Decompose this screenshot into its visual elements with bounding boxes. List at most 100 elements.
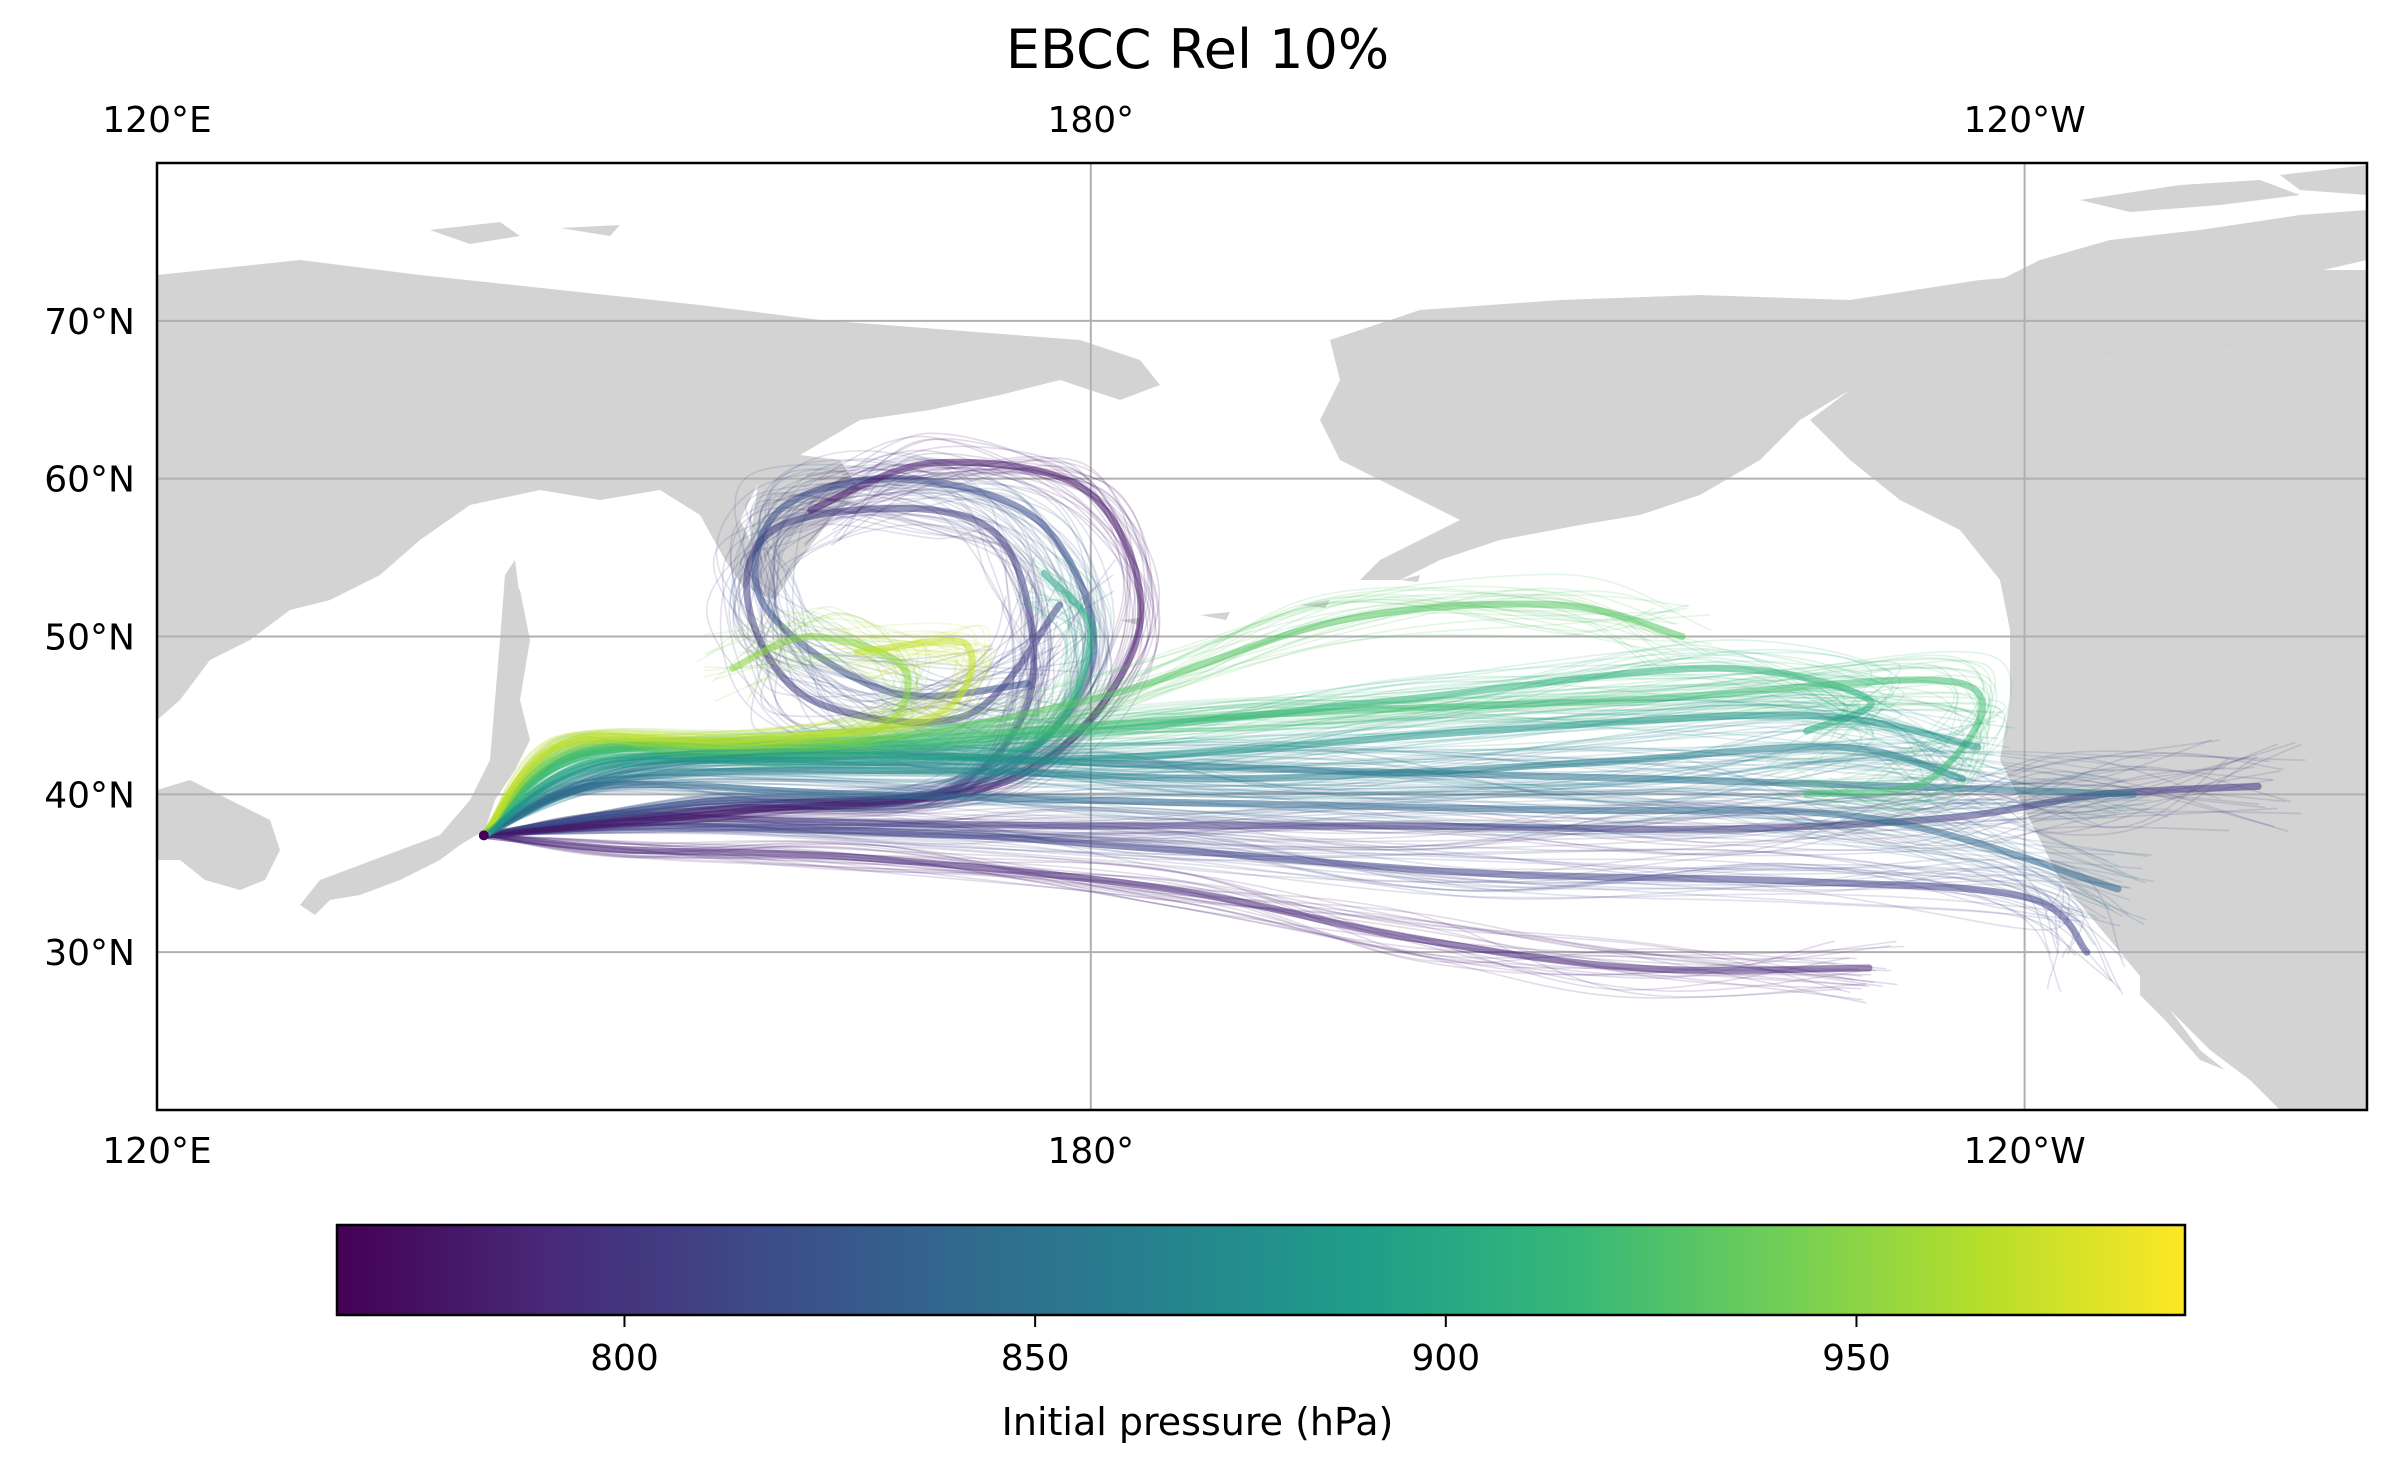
trajectory-line	[483, 654, 922, 837]
trajectory-line	[483, 701, 1964, 837]
trajectory-line	[483, 774, 2145, 925]
trajectory-line	[483, 834, 1898, 986]
trajectory-line	[483, 665, 1979, 837]
trajectory-core	[480, 782, 2262, 839]
trajectory-line	[483, 791, 2147, 921]
trajectory-line	[483, 621, 897, 837]
trajectory-line	[483, 651, 991, 837]
trajectory-line	[483, 610, 906, 837]
lat-tick-label: 50°N	[44, 618, 135, 659]
trajectory-line	[483, 828, 2059, 954]
trajectory-line	[483, 728, 1998, 837]
trajectory-line	[483, 467, 1125, 837]
trajectory-line	[483, 777, 2088, 918]
lat-tick-label: 30°N	[44, 933, 135, 974]
trajectory-line	[483, 487, 1043, 837]
trajectory-line	[483, 598, 1079, 837]
trajectory-line	[483, 693, 1981, 837]
trajectory-line	[483, 823, 2075, 959]
lat-tick-label: 70°N	[44, 302, 135, 343]
trajectory-bundle	[480, 543, 1112, 839]
trajectory-bundle	[480, 773, 2155, 925]
trajectory-line	[483, 724, 1977, 837]
trajectory-line	[483, 759, 1967, 837]
lon-tick-label-top: 120°W	[1963, 100, 2085, 141]
trajectory-line	[483, 834, 1857, 960]
trajectory-bundle	[480, 831, 1905, 1004]
land-korea	[157, 780, 280, 890]
trajectory-line	[483, 831, 2072, 931]
trajectory-line	[483, 834, 1859, 977]
map-frame	[155, 161, 2369, 1112]
trajectory-bundle	[480, 816, 2129, 995]
trajectory-line	[483, 834, 1897, 976]
trajectory-line	[483, 747, 1941, 837]
trajectory-line	[483, 834, 1861, 992]
trajectory-line	[483, 827, 2059, 946]
colorbar-label: Initial pressure (hPa)	[1001, 1400, 1394, 1444]
trajectory-bundle	[480, 682, 2014, 839]
trajectory-line	[483, 816, 2124, 995]
trajectory-line	[483, 631, 976, 837]
land-kamchatka	[750, 455, 860, 600]
trajectory-line	[483, 776, 2155, 883]
land-layer	[157, 165, 2367, 1110]
trajectory-line	[483, 634, 959, 837]
trajectory-line	[483, 649, 973, 837]
trajectory-line	[483, 438, 1160, 837]
trajectory-line	[483, 828, 2051, 955]
land-siberian-islands	[430, 222, 620, 244]
lon-tick-label-bottom: 180°	[1047, 1131, 1134, 1172]
trajectory-line	[483, 467, 1144, 837]
trajectory-line	[483, 432, 1161, 837]
lon-tick-label-bottom: 120°W	[1963, 1131, 2085, 1172]
trajectory-line	[483, 466, 1137, 837]
colorbar-ticks: 800 850 900 950	[590, 1315, 1891, 1379]
trajectory-line	[483, 611, 908, 837]
trajectory-line	[483, 468, 1104, 837]
trajectory-core	[480, 637, 976, 839]
trajectory-line	[483, 834, 1862, 990]
land-arctic-islands	[1960, 165, 2367, 300]
land-asia-north	[157, 260, 1160, 720]
trajectory-line	[483, 834, 1883, 987]
trajectory-line	[483, 763, 2122, 837]
trajectory-bundle	[480, 622, 996, 839]
longitude-labels-top: 120°E 180° 120°W	[102, 100, 2085, 141]
trajectory-line	[483, 786, 2132, 889]
land-japan	[300, 575, 530, 915]
trajectory-core	[480, 831, 1873, 974]
trajectory-line	[483, 692, 1980, 837]
trajectory-line	[483, 757, 1956, 837]
trajectory-line	[483, 455, 1127, 837]
trajectory-line	[483, 505, 1110, 837]
trajectory-line	[483, 682, 1992, 837]
trajectory-line	[483, 829, 2062, 992]
trajectory-core	[480, 711, 1982, 839]
trajectory-line	[483, 699, 1967, 837]
trajectory-line	[483, 787, 2123, 883]
lat-tick-label: 60°N	[44, 460, 135, 501]
trajectory-line	[483, 827, 2065, 927]
lon-tick-label-bottom: 120°E	[102, 1131, 211, 1172]
latitude-labels: 30°N 40°N 50°N 60°N 70°N	[44, 302, 135, 974]
trajectory-line	[483, 659, 986, 837]
trajectory-line	[483, 746, 2117, 837]
trajectory-line	[483, 600, 1094, 837]
colorbar-tick-label: 950	[1822, 1338, 1891, 1379]
trajectory-line	[483, 622, 979, 837]
trajectory-line	[483, 498, 1040, 837]
trajectory-line	[483, 699, 1978, 837]
trajectory-line	[483, 834, 1837, 965]
trajectory-core	[480, 822, 2091, 956]
trajectory-line	[483, 660, 1885, 837]
release-point	[478, 830, 489, 841]
trajectory-line	[483, 578, 1101, 837]
trajectory-line	[483, 834, 1864, 1001]
trajectory-line	[483, 610, 905, 837]
trajectory-line	[483, 834, 1841, 999]
trajectory-line	[483, 691, 1895, 837]
trajectory-line	[483, 484, 1076, 837]
colorbar	[335, 1223, 2187, 1317]
colorbar-tick-label: 850	[1001, 1338, 1070, 1379]
